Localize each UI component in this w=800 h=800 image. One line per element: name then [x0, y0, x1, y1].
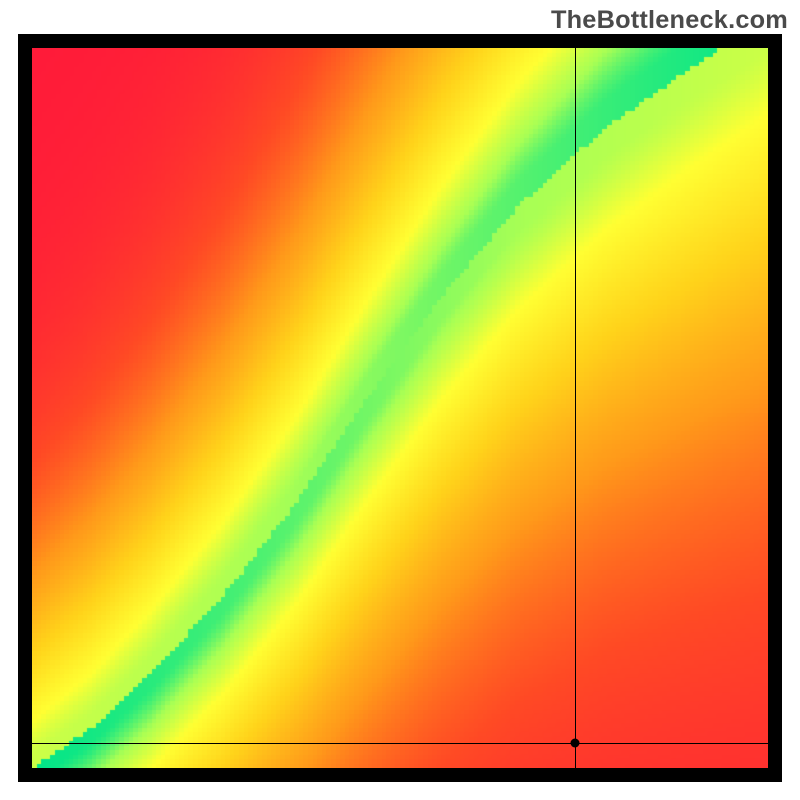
crosshair-vertical	[575, 48, 576, 768]
root-container: { "canvas": { "width_px": 800, "height_p…	[0, 0, 800, 800]
plot-frame	[18, 34, 782, 782]
crosshair-marker	[571, 738, 580, 747]
crosshair-horizontal	[32, 743, 768, 744]
watermark-text: TheBottleneck.com	[551, 6, 788, 35]
